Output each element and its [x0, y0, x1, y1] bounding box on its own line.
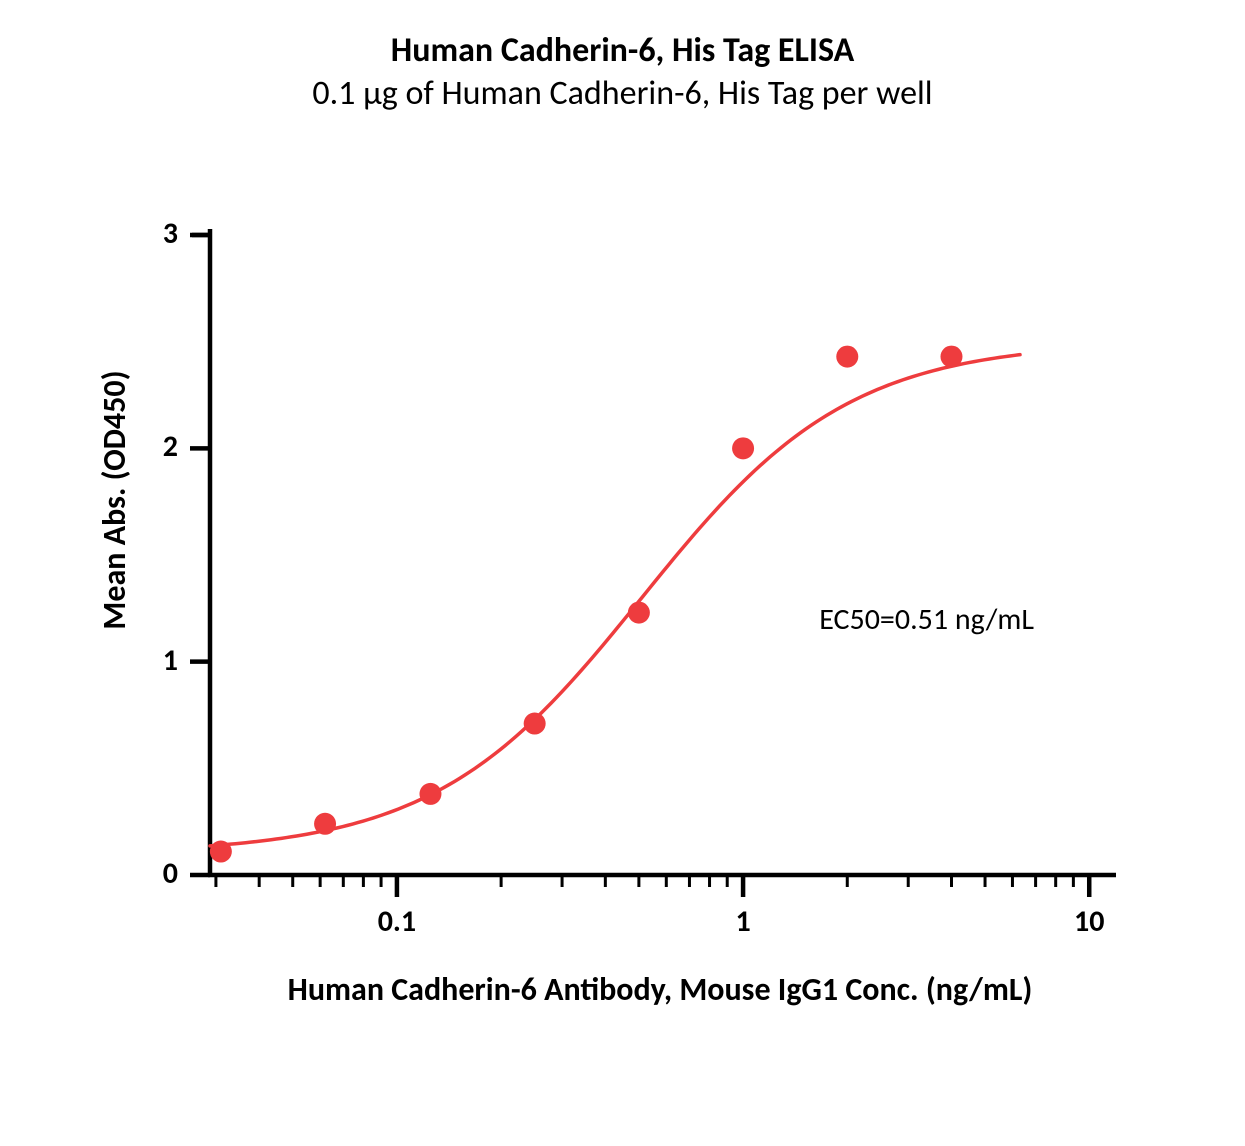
- data-point: [836, 346, 858, 368]
- y-tick-label: 1: [163, 642, 178, 679]
- ec50-annotation: EC50=0.51 ng/mL: [819, 601, 1034, 638]
- data-point: [524, 713, 546, 735]
- chart-plot-area: [0, 0, 1245, 1146]
- data-point: [210, 841, 232, 863]
- y-tick-label: 3: [163, 215, 178, 252]
- x-tick-label: 0.1: [357, 903, 437, 940]
- y-tick-label: 2: [163, 428, 178, 465]
- data-point: [419, 783, 441, 805]
- y-tick-label: 0: [163, 855, 178, 892]
- x-tick-label: 10: [1049, 903, 1129, 940]
- x-tick-label: 1: [703, 903, 783, 940]
- page-root: Human Cadherin-6, His Tag ELISA 0.1 μg o…: [0, 0, 1245, 1146]
- data-point: [940, 346, 962, 368]
- data-point: [628, 602, 650, 624]
- data-point: [732, 437, 754, 459]
- chart-svg: [0, 0, 1245, 1146]
- data-point: [314, 813, 336, 835]
